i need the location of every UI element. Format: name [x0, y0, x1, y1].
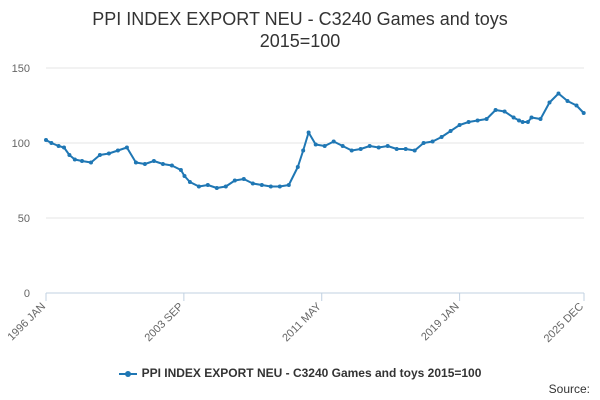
data-point-12	[133, 160, 138, 165]
data-point-34	[313, 142, 318, 147]
data-point-66	[581, 111, 586, 115]
data-point-62	[547, 100, 552, 105]
data-point-14	[151, 159, 156, 163]
data-point-5	[72, 157, 77, 162]
data-point-51	[466, 120, 471, 124]
chart-title: PPI INDEX EXPORT NEU - C3240 Games and t…	[0, 8, 600, 52]
data-point-48	[439, 135, 444, 139]
data-point-9	[106, 151, 111, 156]
data-point-49	[448, 129, 453, 133]
data-point-64	[565, 99, 570, 103]
data-point-50	[457, 123, 462, 127]
series-line	[45, 92, 585, 189]
data-point-56	[511, 115, 516, 120]
x-tick-label-1: 2003 SEP	[142, 301, 186, 345]
data-point-37	[340, 144, 345, 148]
data-point-59	[525, 120, 530, 124]
data-point-52	[475, 118, 480, 123]
data-point-31	[295, 165, 300, 169]
data-point-2	[56, 144, 61, 148]
chart-title-line-2: 2015=100	[259, 31, 341, 51]
data-point-10	[115, 148, 120, 153]
data-point-7	[89, 160, 93, 165]
x-tick-label-4: 2025 DEC	[542, 301, 586, 345]
data-point-24	[232, 178, 237, 183]
data-point-1	[49, 141, 54, 145]
data-point-27	[259, 183, 264, 187]
x-tick-label-2: 2011 MAY	[280, 300, 324, 344]
data-point-15	[160, 162, 165, 166]
data-point-57	[517, 118, 521, 123]
y-tick-label-50: 50	[18, 213, 30, 225]
data-point-39	[358, 147, 363, 151]
data-point-33	[306, 130, 311, 135]
data-point-22	[214, 186, 219, 190]
legend-swatch-icon	[118, 368, 137, 380]
data-point-53	[484, 117, 489, 121]
data-point-4	[67, 153, 72, 157]
data-point-8	[97, 153, 102, 157]
data-point-38	[349, 148, 354, 153]
data-point-55	[502, 109, 507, 114]
data-point-63	[556, 91, 561, 96]
data-point-40	[367, 144, 372, 148]
source-label: Source:	[548, 382, 590, 396]
data-point-6	[80, 159, 84, 163]
data-point-58	[520, 120, 525, 124]
data-point-20	[196, 184, 201, 189]
data-point-47	[430, 139, 435, 144]
data-point-32	[301, 148, 306, 153]
data-point-54	[493, 108, 498, 112]
data-point-13	[142, 162, 147, 166]
x-tick-label-0: 1996 JAN	[5, 301, 48, 344]
data-point-65	[574, 103, 579, 108]
data-point-26	[250, 181, 255, 186]
chart-title-line-1: PPI INDEX EXPORT NEU - C3240 Games and t…	[92, 9, 508, 29]
data-point-18	[182, 174, 187, 178]
y-tick-label-100: 100	[12, 138, 30, 150]
data-point-19	[187, 180, 192, 184]
data-point-41	[376, 145, 381, 150]
data-point-28	[268, 184, 273, 189]
data-point-23	[223, 184, 228, 189]
data-point-44	[403, 147, 408, 151]
data-point-0	[44, 138, 48, 142]
legend-label: PPI INDEX EXPORT NEU - C3240 Games and t…	[141, 366, 482, 380]
data-point-61	[538, 117, 543, 121]
data-point-11	[124, 145, 129, 150]
data-point-3	[62, 145, 66, 150]
data-point-17	[178, 168, 183, 172]
x-tick-label-3: 2019 JAN	[419, 301, 462, 344]
data-point-42	[385, 144, 390, 148]
data-point-16	[169, 163, 174, 168]
legend[interactable]: PPI INDEX EXPORT NEU - C3240 Games and t…	[0, 366, 600, 380]
y-tick-label-150: 150	[12, 63, 30, 75]
data-point-36	[331, 139, 336, 144]
data-point-45	[412, 148, 417, 153]
data-point-21	[205, 183, 210, 187]
data-point-46	[421, 141, 426, 145]
data-point-43	[394, 147, 399, 151]
data-point-35	[322, 144, 327, 148]
y-tick-label-0: 0	[24, 288, 30, 300]
data-point-29	[277, 184, 282, 189]
data-point-30	[286, 183, 291, 187]
data-point-25	[241, 177, 246, 181]
data-point-60	[529, 115, 534, 120]
